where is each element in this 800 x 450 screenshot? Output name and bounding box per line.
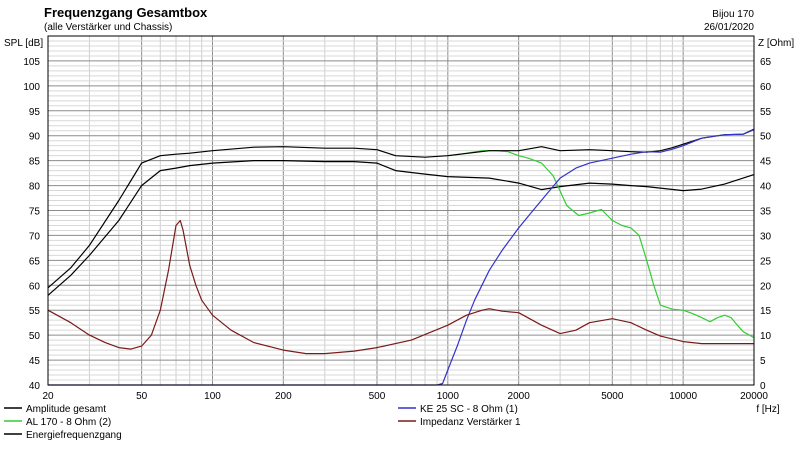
series-line-3: [48, 129, 755, 386]
y-tick-label-left: 65: [29, 256, 41, 267]
y-tick-label-right: 45: [760, 157, 772, 168]
chart-title: Frequenzgang Gesamtbox: [44, 5, 208, 20]
y-tick-label-right: 35: [760, 207, 772, 218]
y-tick-label-left: 95: [29, 107, 41, 118]
y-axis-right-label: Z [Ohm]: [758, 38, 794, 49]
legend-entry: Amplitude gesamt: [26, 404, 106, 415]
y-tick-label-right: 25: [760, 256, 772, 267]
y-tick-label-right: 15: [760, 306, 772, 317]
chart-subtitle: (alle Verstärker und Chassis): [44, 22, 172, 33]
legend-entry: KE 25 SC - 8 Ohm (1): [420, 404, 518, 415]
y-tick-label-left: 85: [29, 157, 41, 168]
y-tick-label-right: 40: [760, 182, 772, 193]
y-axis-left-label: SPL [dB]: [4, 38, 43, 49]
y-tick-label-right: 65: [760, 57, 772, 68]
tick-labels: 20 50 100 200 500 1000 2000 5000 10000 2000040455…: [23, 57, 771, 402]
x-tick-label: 20: [42, 391, 54, 402]
y-tick-label-left: 80: [29, 182, 41, 193]
x-tick-label: 500: [369, 391, 386, 402]
y-tick-label-right: 30: [760, 231, 772, 242]
plot-frame: [47, 35, 755, 386]
series-line-0: [47, 160, 755, 296]
y-tick-label-left: 105: [23, 57, 40, 68]
legend-entry: Impedanz Verstärker 1: [420, 417, 521, 428]
x-tick-label: 1000: [437, 391, 460, 402]
y-tick-label-left: 70: [29, 231, 41, 242]
y-tick-label-left: 40: [29, 381, 41, 392]
y-tick-label-right: 60: [760, 82, 772, 93]
y-tick-label-right: 0: [760, 381, 766, 392]
y-tick-label-left: 75: [29, 207, 41, 218]
y-tick-label-left: 60: [29, 281, 41, 292]
x-tick-label: 200: [275, 391, 292, 402]
x-tick-label: 20000: [740, 391, 768, 402]
chart-date: 26/01/2020: [704, 22, 754, 33]
x-tick-label: 50: [136, 391, 148, 402]
y-tick-label-left: 55: [29, 306, 41, 317]
y-tick-label-right: 50: [760, 132, 772, 143]
x-tick-label: 10000: [669, 391, 697, 402]
legend-entry: AL 170 - 8 Ohm (2): [26, 417, 111, 428]
y-tick-label-right: 55: [760, 107, 772, 118]
series-line-4: [47, 219, 754, 355]
x-tick-label: 2000: [508, 391, 531, 402]
grid: [47, 36, 755, 385]
x-axis-label: f [Hz]: [756, 404, 780, 415]
y-tick-label-left: 45: [29, 356, 41, 367]
x-tick-label: 100: [204, 391, 221, 402]
legend: Amplitude gesamt AL 170 - 8 Ohm (2) Energi…: [4, 404, 521, 441]
y-tick-label-left: 50: [29, 331, 41, 342]
project-name: Bijou 170: [712, 9, 754, 20]
series-line-1: [447, 150, 755, 339]
series-line-2: [47, 128, 755, 289]
series-lines: [47, 128, 755, 386]
y-tick-label-left: 100: [23, 82, 40, 93]
x-tick-label: 5000: [601, 391, 624, 402]
y-tick-label-right: 10: [760, 331, 772, 342]
y-tick-label-left: 90: [29, 132, 41, 143]
y-tick-label-right: 5: [760, 356, 766, 367]
legend-entry: Energiefrequenzgang: [26, 430, 122, 441]
y-tick-label-right: 20: [760, 281, 772, 292]
